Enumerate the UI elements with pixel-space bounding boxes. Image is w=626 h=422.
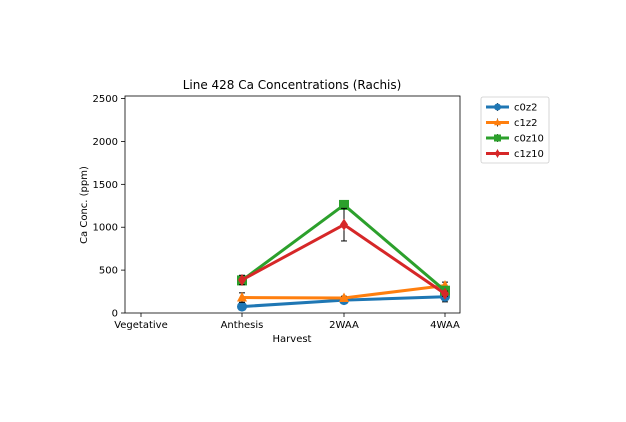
legend-label-c0z10: c0z10 xyxy=(514,134,544,145)
y-axis-label: Ca Conc. (ppm) xyxy=(79,166,90,244)
legend-label-c1z2: c1z2 xyxy=(514,118,537,129)
legend-label-c0z2: c0z2 xyxy=(514,103,537,114)
data-point-c1z2 xyxy=(339,292,349,302)
x-axis-label: Harvest xyxy=(273,334,312,345)
data-point-c1z10 xyxy=(441,287,449,300)
legend-marker-c0z2 xyxy=(494,103,501,111)
legend-frame xyxy=(480,96,550,164)
legend: c0z2 c1z2 c0z10 c1z10 xyxy=(480,96,550,164)
plot-frame xyxy=(124,95,461,314)
data-point-c1z2 xyxy=(237,292,247,302)
y-tick-label: 500 xyxy=(99,266,118,277)
legend-label-c1z10: c1z10 xyxy=(514,149,544,160)
x-tick-label: 4WAA xyxy=(430,320,460,331)
chart-title: Line 428 Ca Concentrations (Rachis) xyxy=(183,78,402,92)
y-tick-label: 2500 xyxy=(93,94,118,105)
legend-marker-c0z10 xyxy=(494,134,501,142)
x-tick-label: Anthesis xyxy=(221,320,264,331)
x-tick-label: 2WAA xyxy=(329,320,359,331)
x-tick-label: Vegetative xyxy=(114,320,168,331)
data-point-c0z2 xyxy=(237,301,247,312)
data-point-c0z10 xyxy=(339,199,349,210)
y-tick-label: 0 xyxy=(112,309,118,320)
legend-marker-c1z2 xyxy=(494,118,501,126)
y-tick-label: 1000 xyxy=(93,223,118,234)
data-point-c1z10 xyxy=(238,273,246,286)
data-point-c1z10 xyxy=(340,218,348,231)
y-tick-label: 2000 xyxy=(93,137,118,148)
plot-area: 0 500 1000 1500 2000 2500 Vegetative Anthesis 2W… xyxy=(93,94,460,331)
legend-marker-c1z10 xyxy=(494,149,501,158)
y-tick-label: 1500 xyxy=(93,180,118,191)
